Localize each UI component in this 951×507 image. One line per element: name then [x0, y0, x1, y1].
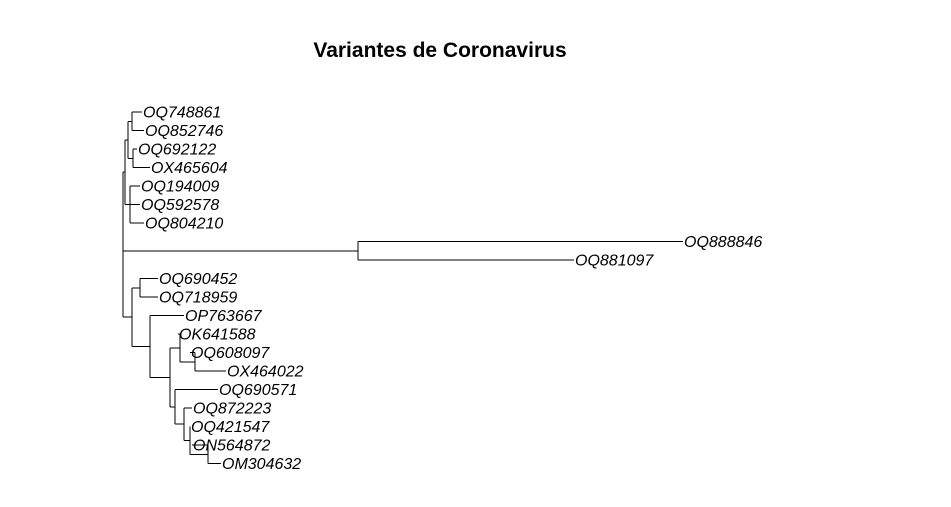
- tree-branches: [122, 111, 683, 464]
- tip-label: OM304632: [222, 456, 301, 473]
- tip-label: OQ690571: [219, 382, 297, 399]
- tip-label: OX465604: [151, 160, 228, 177]
- tip-label: OQ194009: [141, 179, 219, 196]
- tip-label: OQ852746: [145, 123, 223, 140]
- tip-label: OQ592578: [141, 197, 219, 214]
- tip-label: OQ690452: [159, 271, 237, 288]
- tip-label: OQ692122: [138, 142, 216, 159]
- tip-label: OX464022: [227, 364, 304, 381]
- tip-label: OQ748861: [143, 105, 221, 122]
- tip-label: OQ804210: [145, 216, 223, 233]
- tip-label: OQ718959: [159, 290, 237, 307]
- tip-label: OP763667: [185, 308, 263, 325]
- tip-label: ON564872: [193, 438, 270, 455]
- tip-label: OQ421547: [191, 419, 270, 436]
- tip-label: OQ872223: [193, 401, 271, 418]
- tip-label: OQ608097: [191, 345, 270, 362]
- tip-label: OK641588: [179, 327, 256, 344]
- tip-label: OQ881097: [575, 253, 654, 270]
- tip-label: OQ888846: [684, 234, 762, 251]
- plot-title: Variantes de Coronavirus: [313, 39, 566, 62]
